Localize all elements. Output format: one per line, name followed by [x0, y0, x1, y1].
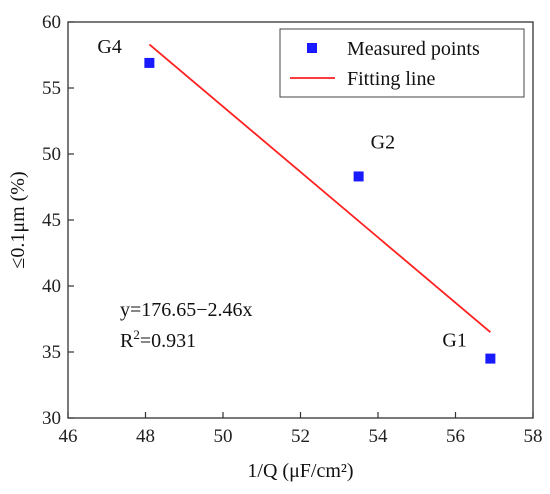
r-squared-value: =0.931 — [140, 330, 196, 352]
x-tick-label: 56 — [446, 426, 465, 447]
plot-area: 46 48 50 52 54 56 58 30 35 40 45 50 55 60 1/Q (μF/cm²)… — [7, 12, 543, 482]
x-tick-label: 46 — [59, 426, 78, 447]
legend-marker-measured — [307, 43, 317, 53]
x-axis-label: 1/Q (μF/cm²) — [247, 460, 353, 482]
legend-box — [279, 28, 525, 98]
data-point-g4 — [144, 57, 155, 68]
chart-annotations: y=176.65−2.46x R2=0.931 — [120, 299, 253, 352]
point-label-g2: G2 — [371, 131, 395, 153]
data-point-g1 — [485, 353, 496, 364]
y-tick-label: 50 — [42, 144, 61, 165]
y-tick-label: 45 — [42, 210, 61, 231]
legend: Measured points Fitting line — [279, 28, 525, 98]
fitting-line — [148, 43, 491, 333]
x-tick-label: 52 — [291, 426, 310, 447]
x-tick-label: 50 — [214, 426, 233, 447]
r-squared-prefix: R — [120, 330, 134, 352]
y-tick-label: 55 — [42, 78, 61, 99]
y-tick-label: 40 — [42, 276, 61, 297]
point-label-g1: G1 — [442, 330, 466, 352]
y-tick-label: 60 — [42, 12, 61, 33]
equation-label: y=176.65−2.46x — [120, 299, 253, 321]
x-tick-label: 58 — [524, 426, 543, 447]
legend-label: Fitting line — [347, 68, 435, 90]
data-point-g2 — [353, 171, 364, 182]
y-tick-label: 30 — [42, 408, 61, 429]
x-tick-label: 54 — [369, 426, 389, 447]
x-tick-label: 48 — [136, 426, 155, 447]
y-axis-label: ≤0.1μm (%) — [7, 171, 29, 268]
legend-label: Measured points — [347, 38, 480, 60]
y-tick-label: 35 — [42, 342, 61, 363]
r-squared-superscript: 2 — [133, 327, 140, 342]
r-squared-label: R2=0.931 — [120, 327, 196, 352]
point-label-g4: G4 — [97, 36, 121, 58]
